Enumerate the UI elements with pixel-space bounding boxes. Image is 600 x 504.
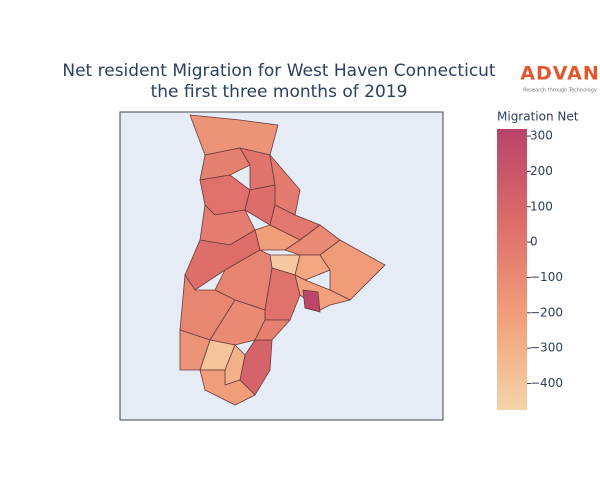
region (199, 369, 256, 406)
colorbar-tick-label: 300 (530, 129, 553, 143)
map-regions (179, 114, 386, 406)
colorbar-title: Migration Net (497, 110, 579, 124)
logo-tagline: Research through Technology (523, 88, 597, 94)
region (199, 147, 251, 181)
colorbar-tick-label: 100 (530, 199, 553, 213)
colorbar-tick-label: −200 (530, 305, 563, 319)
region (294, 254, 331, 281)
logo-name: ADVAN (520, 63, 600, 85)
region (254, 319, 291, 341)
colorbar-tick-label: −100 (530, 270, 563, 284)
region (302, 289, 321, 313)
colorbar-tick-label: −400 (530, 376, 563, 390)
colorbar-tick-label: 0 (530, 235, 538, 249)
chart-subtitle: the first three months of 2019 (151, 82, 408, 102)
colorbar (497, 129, 527, 410)
colorbar-tick-label: −300 (530, 341, 563, 355)
chart-title: Net resident Migration for West Haven Co… (62, 61, 496, 81)
colorbar-tick-label: 200 (530, 164, 553, 178)
